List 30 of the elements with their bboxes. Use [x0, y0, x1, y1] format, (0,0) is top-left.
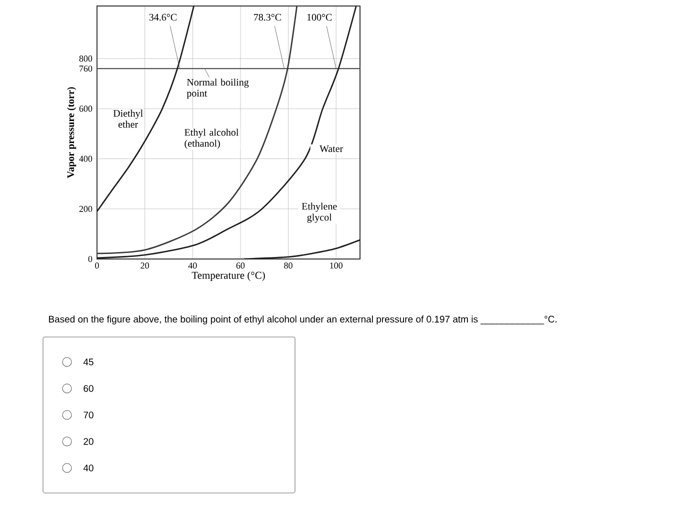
- text: 60: [84, 385, 94, 392]
- y-tick-label: 600: [79, 106, 92, 112]
- x-tick-label: 0: [95, 262, 99, 269]
- series-label: Water: [320, 145, 344, 152]
- text: 40: [83, 464, 94, 472]
- x-tick-label: 40: [188, 262, 197, 269]
- y-axis-title: Vapor pressure (torr): [67, 87, 76, 178]
- y-tick-label: 200: [79, 206, 92, 212]
- series-label: Diethyl ether: [113, 110, 143, 128]
- annotation: 34.6°C: [149, 14, 177, 21]
- y-tick-label: 760: [80, 66, 92, 72]
- y-tick-label: 0: [88, 256, 92, 262]
- y-tick-label: 400: [79, 156, 92, 162]
- x-tick-label: 100: [330, 262, 343, 269]
- text: Ethylene glycol: [302, 202, 337, 223]
- text: Ethyl alcohol (ethanol): [184, 128, 238, 149]
- y-tick-label: 800: [79, 56, 92, 62]
- text: 20: [84, 438, 94, 445]
- line-series: [97, 6, 357, 259]
- text: 45: [83, 358, 94, 366]
- line-series: [243, 239, 360, 259]
- annotation: 78.3°C: [254, 14, 282, 21]
- legend-label: Normal boiling point: [186, 78, 249, 99]
- x-tick-label: 60: [236, 262, 245, 269]
- text: 70: [84, 412, 94, 418]
- annotation: 100°C: [307, 14, 332, 21]
- x-tick-label: 80: [284, 262, 292, 269]
- x-axis-title: Temperature (°C): [192, 271, 265, 281]
- x-tick-label: 20: [140, 262, 149, 269]
- text: Based on the figure above, the boiling point of ethyl alcohol under an external pressure of 0.197 atm is ____________°C.: [48, 316, 556, 324]
